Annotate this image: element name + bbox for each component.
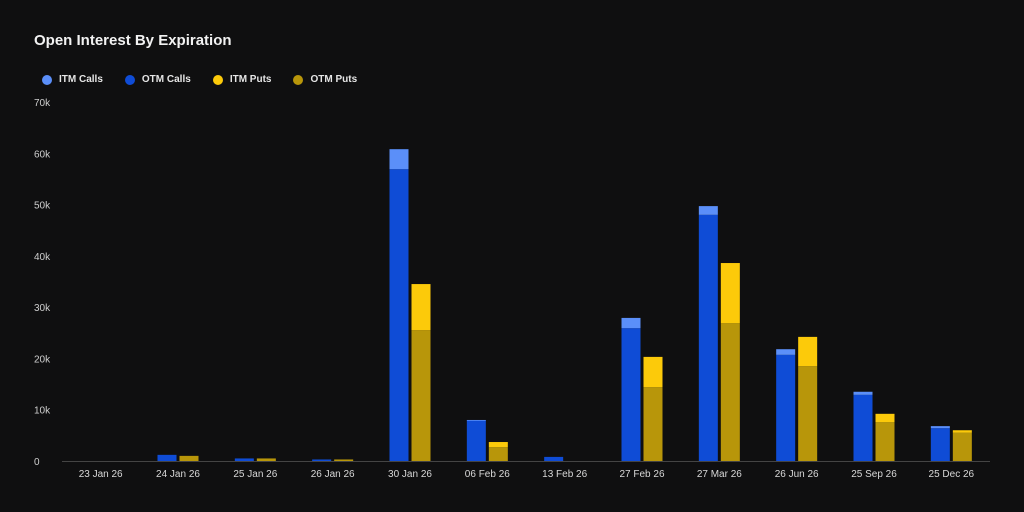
bar-itm-puts — [798, 336, 818, 367]
bar-itm-calls — [776, 349, 796, 355]
x-tick-label: 26 Jun 26 — [775, 469, 819, 480]
y-tick-label: 40k — [34, 252, 51, 263]
legend-dot-icon — [212, 74, 223, 85]
bar-otm-calls — [621, 328, 641, 461]
y-tick-label: 50k — [34, 201, 51, 212]
y-tick-label: 30k — [34, 303, 51, 314]
bar-otm-puts — [411, 330, 431, 461]
bar-itm-puts — [643, 356, 663, 388]
legend-label: ITM Calls — [59, 74, 103, 85]
bar-itm-puts — [488, 442, 508, 448]
x-tick-label: 23 Jan 26 — [79, 469, 123, 480]
legend-item-itm-calls[interactable]: ITM Calls — [42, 74, 103, 85]
bar-otm-puts — [952, 432, 972, 461]
bar-itm-calls — [466, 419, 486, 421]
chart-title: Open Interest By Expiration — [34, 32, 232, 49]
x-tick-label: 24 Jan 26 — [156, 469, 200, 480]
bar-itm-calls — [621, 317, 641, 329]
bar-otm-puts — [256, 458, 276, 461]
legend-label: OTM Puts — [310, 74, 358, 85]
legend-dot-icon — [42, 74, 52, 85]
bar-otm-calls — [698, 214, 718, 461]
bar-itm-calls — [853, 391, 873, 395]
y-tick-label: 70k — [34, 98, 51, 109]
bar-otm-calls — [930, 428, 950, 461]
bar-otm-calls — [776, 354, 796, 461]
bar-otm-puts — [798, 366, 818, 461]
y-tick-label: 10k — [34, 406, 51, 417]
legend: ITM Calls OTM Calls ITM Puts OTM Puts — [42, 74, 357, 85]
bar-itm-puts — [875, 413, 895, 423]
legend-item-otm-calls[interactable]: OTM Calls — [124, 74, 191, 85]
x-tick-label: 27 Mar 26 — [697, 469, 742, 480]
bar-otm-calls — [157, 454, 177, 461]
bar-itm-puts — [952, 430, 972, 433]
bar-otm-calls — [853, 394, 873, 461]
x-tick-label: 25 Jan 26 — [233, 469, 277, 480]
x-tick-label: 25 Sep 26 — [851, 469, 897, 480]
bar-otm-calls — [389, 169, 409, 462]
bar-itm-calls — [389, 149, 409, 170]
bar-otm-puts — [179, 455, 199, 461]
bar-otm-calls — [234, 458, 254, 461]
bar-otm-puts — [643, 387, 663, 461]
bar-itm-puts — [411, 284, 431, 331]
bar-otm-puts — [720, 323, 740, 461]
bar-otm-puts — [334, 459, 354, 461]
y-tick-label: 20k — [34, 354, 51, 365]
bar-otm-calls — [466, 420, 486, 461]
bar-otm-calls — [544, 456, 564, 461]
legend-item-itm-puts[interactable]: ITM Puts — [212, 74, 272, 85]
x-tick-label: 26 Jan 26 — [311, 469, 355, 480]
bar-otm-puts — [875, 422, 895, 461]
bar-otm-calls — [312, 459, 332, 461]
x-tick-label: 06 Feb 26 — [465, 469, 510, 480]
y-tick-label: 60k — [34, 149, 51, 160]
legend-dot-icon — [293, 74, 304, 85]
x-tick-label: 30 Jan 26 — [388, 469, 432, 480]
bar-itm-puts — [720, 263, 740, 324]
x-tick-label: 13 Feb 26 — [542, 469, 587, 480]
bar-otm-puts — [488, 447, 508, 461]
bar-itm-calls — [930, 426, 950, 429]
bar-itm-calls — [698, 206, 718, 215]
x-tick-label: 27 Feb 26 — [619, 469, 664, 480]
legend-dot-icon — [124, 74, 135, 85]
legend-label: ITM Puts — [229, 74, 272, 85]
y-tick-label: 0 — [34, 457, 40, 468]
legend-label: OTM Calls — [141, 74, 191, 85]
x-tick-label: 25 Dec 26 — [929, 469, 975, 480]
legend-item-otm-puts[interactable]: OTM Puts — [293, 74, 357, 85]
